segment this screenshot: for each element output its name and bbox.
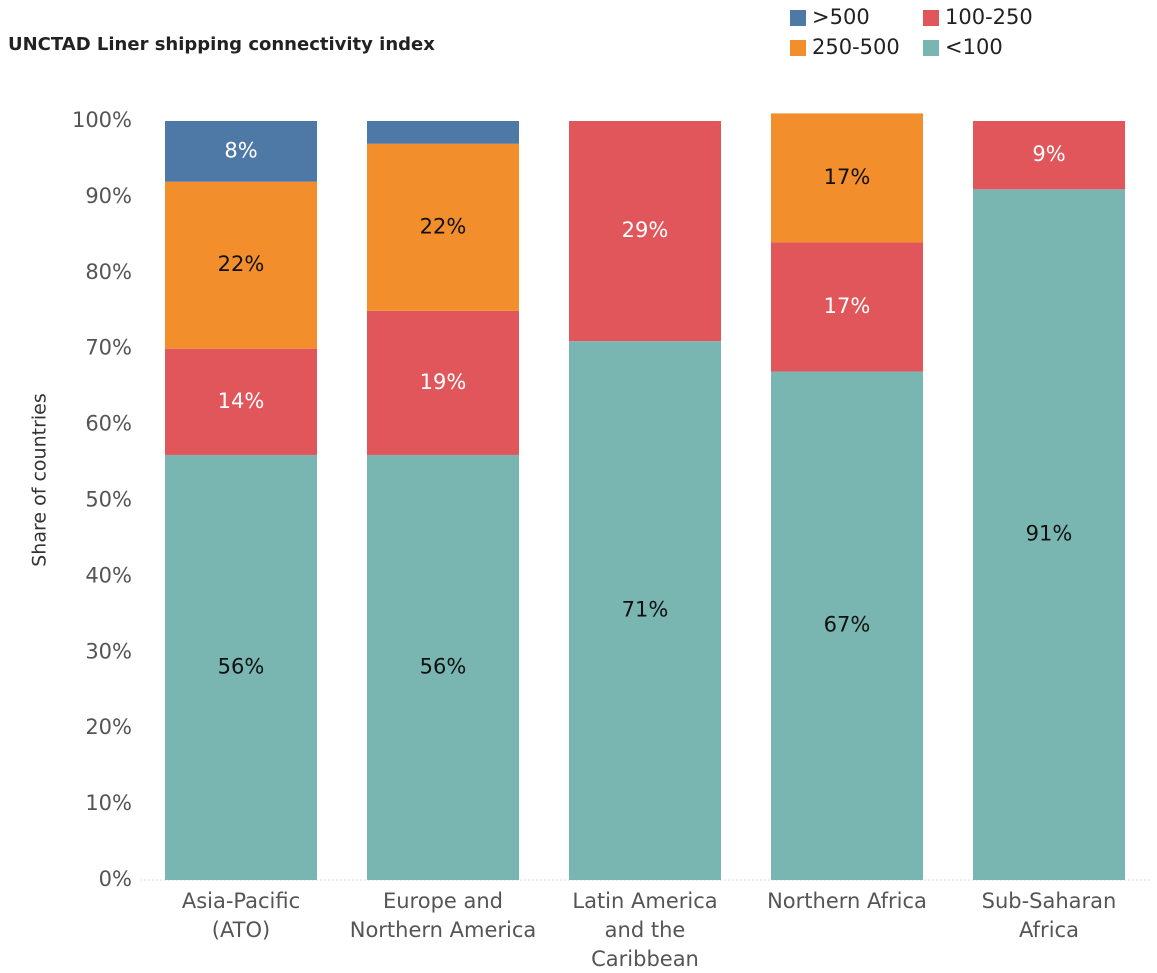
data-label: 8% bbox=[224, 138, 257, 162]
data-label: 19% bbox=[420, 370, 467, 394]
bar-segment bbox=[973, 189, 1125, 880]
bar-segment bbox=[569, 341, 721, 880]
x-tick-line: and the bbox=[605, 918, 686, 942]
legend-swatch bbox=[790, 10, 806, 26]
bar-segment bbox=[165, 348, 317, 455]
legend-swatch bbox=[923, 10, 939, 26]
y-tick-label: 40% bbox=[85, 563, 132, 587]
bar-segment bbox=[771, 113, 923, 243]
legend-swatch bbox=[923, 40, 939, 56]
y-tick-label: 70% bbox=[85, 336, 132, 360]
x-tick-line: Caribbean bbox=[591, 947, 699, 971]
bar-segment bbox=[367, 121, 519, 144]
bar-segment bbox=[771, 242, 923, 372]
x-tick-line: Europe and bbox=[383, 889, 503, 913]
y-tick-label: 10% bbox=[85, 791, 132, 815]
x-tick-label: Northern Africa bbox=[767, 889, 927, 913]
data-label: 22% bbox=[420, 214, 467, 238]
y-tick-label: 0% bbox=[99, 867, 132, 891]
bar-segment bbox=[973, 121, 1125, 190]
chart-title: UNCTAD Liner shipping connectivity index bbox=[8, 34, 435, 55]
data-label: 67% bbox=[824, 613, 871, 637]
x-tick-label: Europe and Northern America bbox=[350, 889, 537, 942]
data-label: 17% bbox=[824, 165, 871, 189]
data-label: 56% bbox=[420, 654, 467, 678]
x-tick-line: Asia-Pacific bbox=[182, 889, 300, 913]
x-tick-label: Sub-Saharan Africa bbox=[982, 889, 1117, 942]
legend-label: >500 bbox=[812, 5, 870, 29]
data-label: 91% bbox=[1026, 522, 1073, 546]
data-label: 56% bbox=[218, 654, 265, 678]
y-tick-label: 90% bbox=[85, 184, 132, 208]
data-label: 22% bbox=[218, 252, 265, 276]
bar-segment bbox=[569, 121, 721, 342]
data-label: 29% bbox=[622, 218, 669, 242]
bar-segment bbox=[165, 454, 317, 880]
legend-label: <100 bbox=[945, 35, 1003, 59]
y-axis-label: Share of countries bbox=[29, 393, 51, 567]
y-tick-label: 50% bbox=[85, 488, 132, 512]
bar-segment bbox=[165, 181, 317, 349]
data-label: 14% bbox=[218, 389, 265, 413]
bar-segment bbox=[165, 121, 317, 182]
x-tick-label: Latin America and the Caribbean bbox=[572, 889, 717, 971]
x-tick-line: Latin America bbox=[572, 889, 717, 913]
y-tick-label: 30% bbox=[85, 639, 132, 663]
bar-segment bbox=[771, 371, 923, 880]
legend-label: 250-500 bbox=[812, 35, 900, 59]
x-tick-line: Africa bbox=[1019, 918, 1079, 942]
bar-segment bbox=[367, 143, 519, 311]
bar-segment bbox=[367, 454, 519, 880]
y-tick-label: 20% bbox=[85, 715, 132, 739]
x-tick-line: Northern Africa bbox=[767, 889, 927, 913]
x-tick-line: (ATO) bbox=[212, 918, 270, 942]
y-tick-label: 80% bbox=[85, 260, 132, 284]
x-tick-label: Asia-Pacific (ATO) bbox=[182, 889, 300, 942]
bar-segment bbox=[367, 310, 519, 455]
data-label: 17% bbox=[824, 294, 871, 318]
x-tick-line: Sub-Saharan bbox=[982, 889, 1117, 913]
data-label: 9% bbox=[1032, 142, 1065, 166]
y-tick-label: 100% bbox=[72, 108, 132, 132]
legend-swatch bbox=[790, 40, 806, 56]
x-tick-line: Northern America bbox=[350, 918, 537, 942]
legend-label: 100-250 bbox=[945, 5, 1033, 29]
data-label: 71% bbox=[622, 598, 669, 622]
y-tick-label: 60% bbox=[85, 412, 132, 436]
